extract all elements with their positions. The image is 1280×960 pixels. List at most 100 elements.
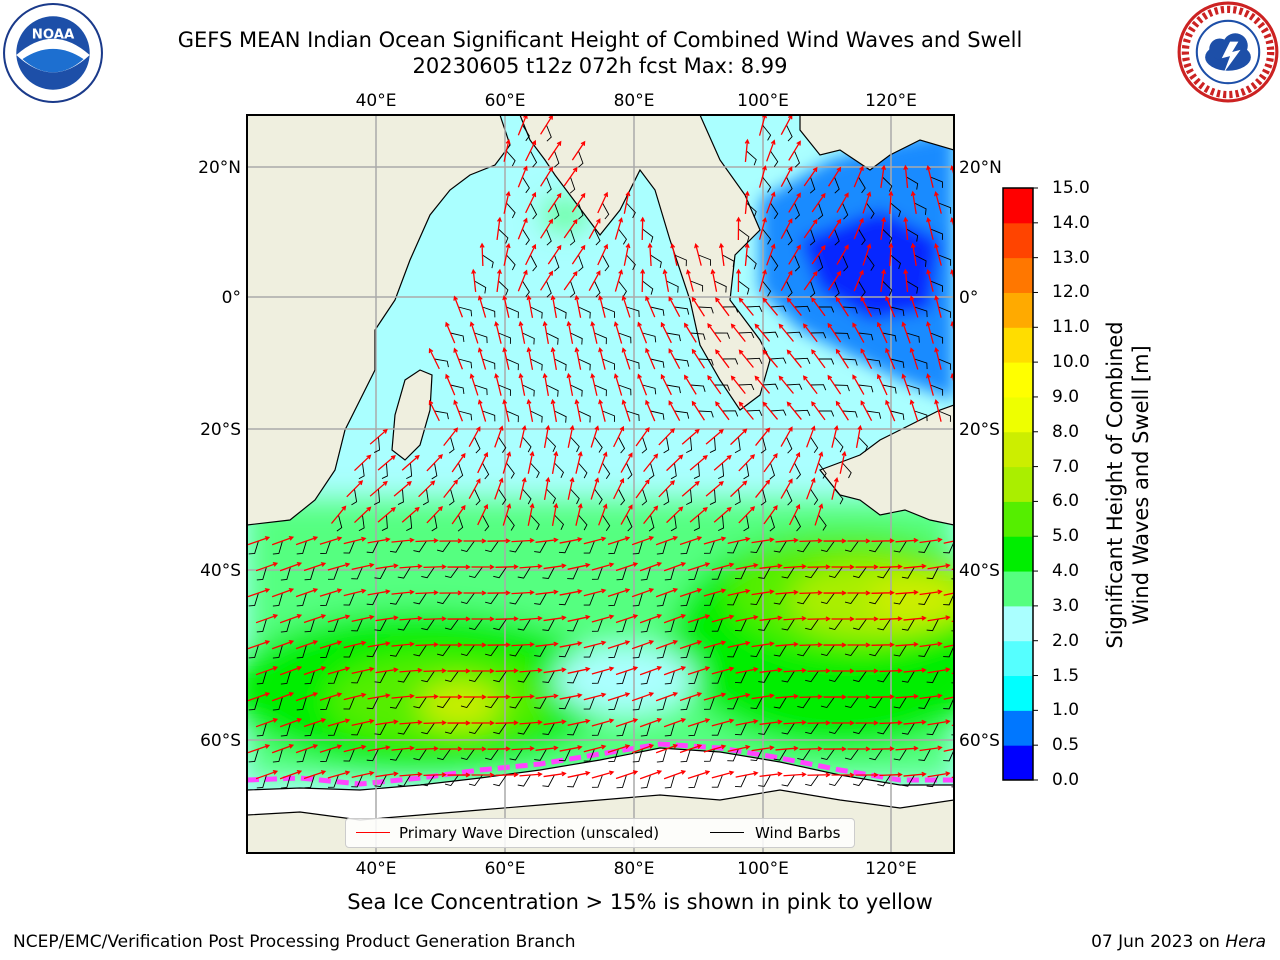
wave-direction-arrow: [439, 694, 463, 700]
wave-direction-arrow: [738, 349, 754, 368]
wave-direction-arrow: [759, 719, 783, 726]
wind-barb: [421, 618, 435, 631]
wind-barb: [727, 644, 739, 658]
wave-direction-arrow: [711, 562, 735, 571]
wave-direction-arrow: [775, 537, 799, 543]
wind-barb: [734, 566, 747, 580]
wind-barb: [602, 358, 615, 370]
wave-direction-arrow: [788, 503, 801, 526]
wind-barb: [534, 644, 547, 657]
lon-label-bottom: 100°E: [737, 859, 789, 879]
wind-barb: [618, 332, 632, 344]
wave-direction-arrow: [487, 694, 511, 700]
wind-barb: [877, 566, 891, 579]
wind-barb: [534, 540, 547, 553]
wind-barb: [304, 774, 315, 789]
wind-barbs-legend-label: Wind Barbs: [755, 824, 841, 842]
wind-barb: [482, 358, 496, 370]
wind-barb: [690, 384, 706, 392]
wind-barb: [594, 488, 603, 505]
wave-direction-arrow: [607, 640, 631, 649]
wave-direction-arrow: [295, 536, 319, 546]
wind-barb: [820, 540, 835, 553]
wave-direction-arrow: [645, 295, 656, 318]
wave-direction-arrow: [559, 641, 583, 648]
wind-barb: [794, 462, 802, 480]
sea-ice-edge: [247, 741, 954, 787]
wave-direction-arrow: [295, 744, 319, 754]
wave-direction-arrow: [903, 719, 927, 725]
wave-direction-arrow: [375, 615, 399, 622]
wind-barb: [642, 280, 654, 295]
wind-barb: [421, 774, 435, 787]
wind-barb: [769, 514, 776, 532]
wind-barb: [327, 618, 339, 632]
wind-barb: [786, 383, 803, 390]
wind-barb: [482, 306, 496, 318]
wind-barb: [381, 514, 388, 531]
wave-direction-arrow: [426, 506, 443, 524]
wind-barb: [688, 618, 699, 633]
wave-direction-arrow: [303, 770, 327, 780]
wind-barb: [397, 774, 411, 787]
wind-barb: [680, 748, 691, 763]
wave-direction-arrow: [689, 507, 708, 523]
wave-direction-arrow: [885, 399, 896, 422]
wind-barb: [650, 306, 665, 316]
lon-label-top: 80°E: [614, 91, 655, 111]
wind-barb: [374, 722, 387, 735]
wind-barb: [608, 644, 619, 659]
wave-direction-arrow: [927, 667, 951, 674]
wind-barb: [506, 306, 519, 319]
wave-direction-arrow: [783, 668, 807, 673]
wind-barb: [448, 436, 455, 454]
colorbar-tick-label: 8.0: [1052, 421, 1080, 442]
wind-barb: [714, 280, 727, 293]
wave-direction-arrow: [351, 718, 375, 726]
wind-barb: [358, 462, 365, 480]
wave-direction-arrow: [567, 476, 575, 500]
lat-label-left: 20°S: [200, 420, 241, 440]
wave-direction-arrow: [393, 480, 412, 497]
wind-barb: [820, 592, 835, 605]
wave-direction-arrow: [503, 138, 511, 162]
wind-barb: [704, 748, 715, 762]
wave-direction-arrow: [909, 295, 919, 318]
wind-barb: [734, 618, 747, 632]
wind-barb: [750, 540, 763, 554]
wind-barb: [797, 540, 811, 553]
wave-direction-arrow: [786, 401, 802, 420]
wave-direction-arrow: [687, 562, 711, 572]
wind-barb: [256, 722, 267, 737]
wave-direction-arrow: [687, 614, 711, 624]
wind-barb: [786, 436, 793, 454]
wave-direction-arrow: [615, 614, 639, 624]
wave-direction-arrow: [811, 244, 826, 265]
wind-barb: [522, 228, 530, 246]
wind-barb: [962, 359, 974, 370]
wind-barb: [794, 254, 801, 272]
sea-ice-note: Sea Ice Concentration > 15% is shown in …: [347, 890, 933, 914]
wind-barb: [591, 618, 603, 632]
wind-barb: [272, 748, 283, 763]
wind-barb: [797, 592, 811, 605]
wave-direction-arrow: [574, 294, 582, 318]
wave-direction-arrow: [502, 503, 512, 526]
wind-barb: [746, 409, 763, 416]
wave-direction-arrow: [778, 375, 794, 394]
wind-barb: [406, 514, 413, 532]
wave-direction-arrow: [736, 268, 742, 293]
wave-direction-arrow: [727, 588, 751, 597]
wave-direction-arrow: [660, 373, 672, 396]
wave-direction-arrow: [502, 451, 512, 474]
wave-direction-arrow: [645, 347, 656, 370]
wave-direction-arrow: [684, 322, 697, 343]
wind-barb: [256, 618, 267, 633]
land-madagascar: [391, 369, 433, 461]
wind-barb: [530, 150, 538, 168]
wave-direction-arrow: [494, 373, 502, 396]
wave-direction-arrow: [640, 268, 646, 293]
wind-barb: [554, 358, 567, 371]
wind-barb: [373, 488, 381, 505]
wave-direction-arrow: [847, 538, 871, 544]
